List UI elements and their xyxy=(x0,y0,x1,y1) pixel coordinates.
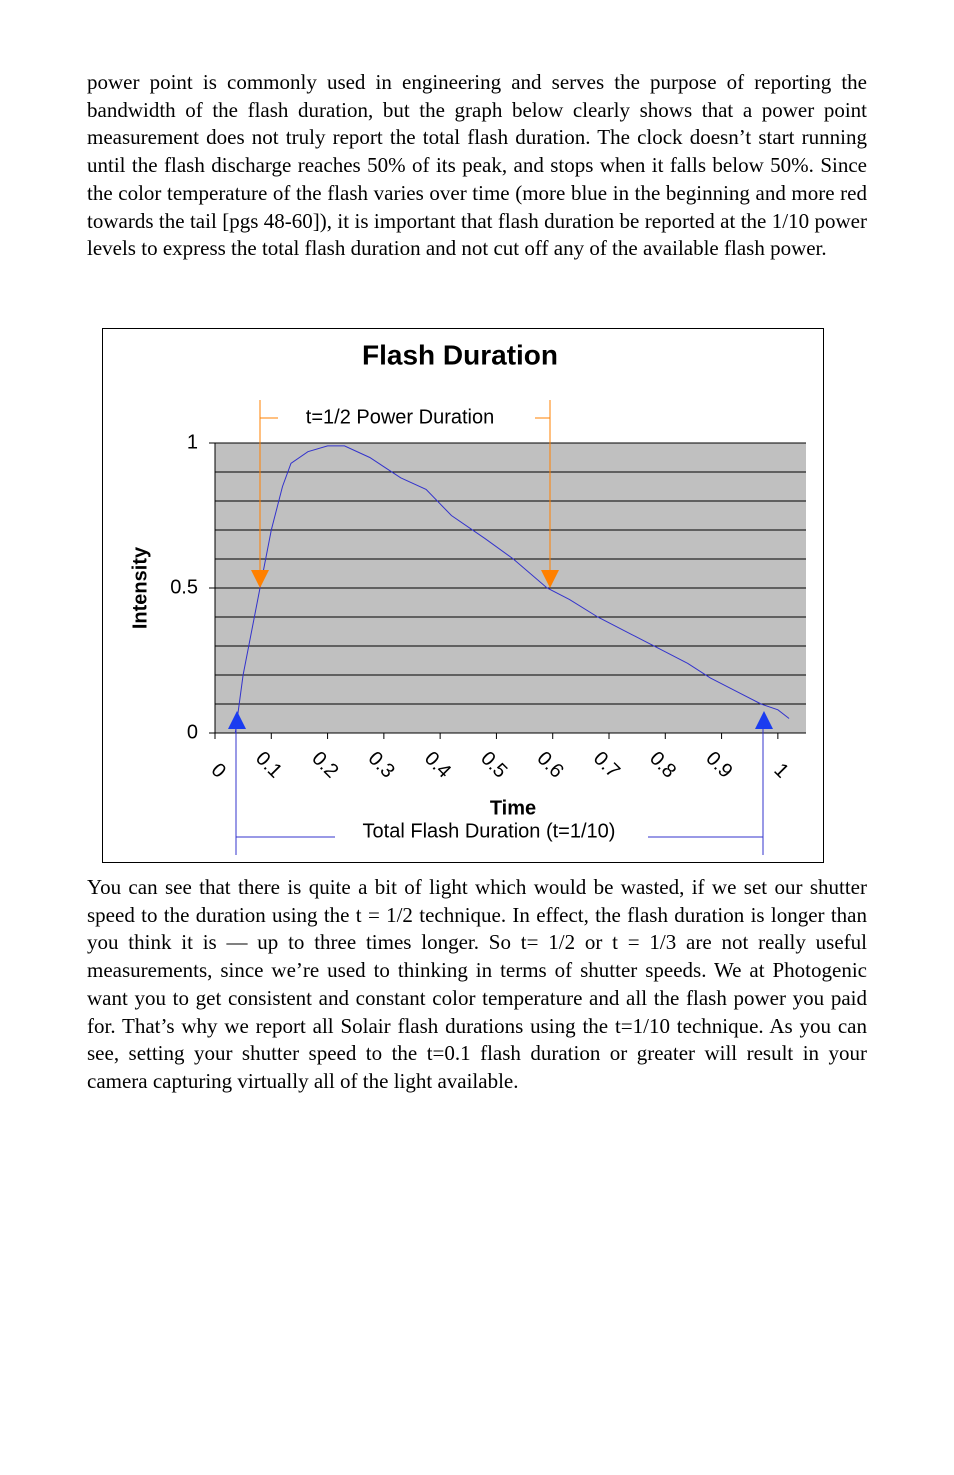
half-power-marker xyxy=(259,400,551,572)
paragraph: You can see that there is quite a bit of… xyxy=(87,875,867,1093)
chart-title: Flash Duration xyxy=(362,339,558,370)
chart: 00.510 0.1 0.2 0.3 0.4 0.5 0.6 0.7 0.8 0.9 1Flash … xyxy=(102,328,824,863)
x-axis-label: Time xyxy=(490,797,536,819)
y-tick-label: 0 xyxy=(187,721,198,743)
paragraph: power point is commonly used in engineer… xyxy=(87,70,867,261)
arrow-head xyxy=(541,570,559,588)
total-duration-marker xyxy=(235,728,764,855)
annotation: Total Flash Duration (t=1/10) xyxy=(363,820,616,842)
data-line xyxy=(234,445,790,734)
plot: 00.510 0.1 0.2 0.3 0.4 0.5 0.6 0.7 0.8 0.9 1 xyxy=(170,431,806,783)
y-tick-label: 0.5 xyxy=(170,576,198,598)
y-tick-label: 1 xyxy=(187,431,198,453)
arrow-head xyxy=(251,570,269,588)
arrow-head xyxy=(228,711,246,729)
arrow-head xyxy=(755,711,773,729)
y-axis-label: Intensity xyxy=(129,546,151,629)
annotation: t=1/2 Power Duration xyxy=(306,406,494,428)
